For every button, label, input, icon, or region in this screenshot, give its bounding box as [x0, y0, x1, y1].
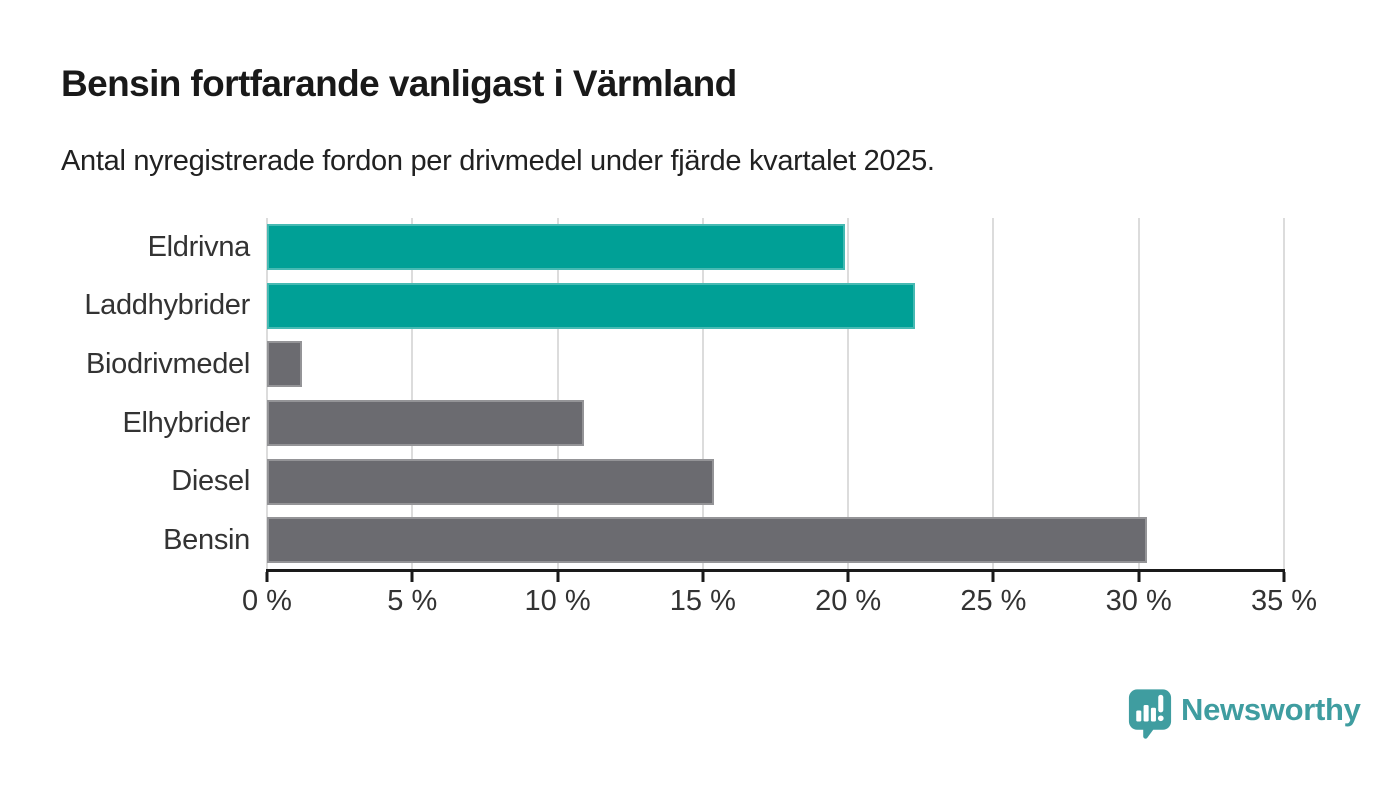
plot-area [267, 218, 1284, 570]
bar-laddhybrider [267, 282, 915, 329]
chart-title: Bensin fortfarande vanligast i Värmland [61, 63, 737, 104]
category-label: Laddhybrider [84, 289, 250, 322]
x-tick-label: 10 % [524, 585, 591, 617]
x-tick-mark [1282, 572, 1286, 582]
x-tick-label: 5 % [387, 585, 438, 617]
gridlines [266, 218, 1285, 570]
newsworthy-pin-chart-icon [1128, 689, 1172, 739]
category-labels: Eldrivna Laddhybrider Biodrivmedel Elhybrid… [0, 218, 250, 570]
x-tick-label: 35 % [1250, 585, 1318, 617]
gridline [411, 218, 414, 570]
x-tick-label: 25 % [960, 585, 1027, 617]
bar-bensin [267, 517, 1148, 564]
x-tick-label: 20 % [815, 585, 882, 617]
x-tick-label: 30 % [1105, 585, 1172, 617]
x-tick-mark [556, 572, 560, 582]
gridline [266, 218, 268, 570]
category-label: Elhybrider [122, 406, 250, 439]
newsworthy-logo-text: Newsworthy [1181, 692, 1361, 727]
x-tick-mark [991, 572, 995, 582]
x-axis-ticks: 0 % 5 % 10 % 15 % 20 % 25 % 30 % 35 % [242, 570, 1317, 630]
bar-diesel [267, 458, 715, 505]
x-tick-label: 0 % [242, 585, 292, 617]
gridline [701, 218, 704, 570]
bar-eldrivna [267, 224, 846, 270]
x-axis-line [266, 569, 1285, 572]
gridline [1137, 218, 1140, 570]
bar-biodrivmedel [267, 341, 302, 388]
category-label: Eldrivna [147, 230, 251, 263]
gridline [992, 218, 995, 570]
newsworthy-logo: Newsworthy [1128, 688, 1361, 744]
x-tick-mark [410, 572, 414, 582]
category-label: Biodrivmedel [85, 347, 250, 380]
chart-subtitle: Antal nyregistrerade fordon per drivmede… [61, 145, 935, 177]
x-tick-mark [846, 572, 850, 582]
x-tick-mark [1137, 572, 1141, 582]
gridline [847, 218, 850, 570]
category-label: Bensin [163, 523, 250, 556]
gridline [1283, 218, 1285, 570]
bar-elhybrider [267, 400, 584, 446]
category-label: Diesel [171, 465, 250, 498]
x-tick-mark [265, 572, 269, 582]
x-tick-mark [701, 572, 705, 582]
gridline [556, 218, 559, 570]
x-tick-label: 15 % [669, 585, 736, 617]
